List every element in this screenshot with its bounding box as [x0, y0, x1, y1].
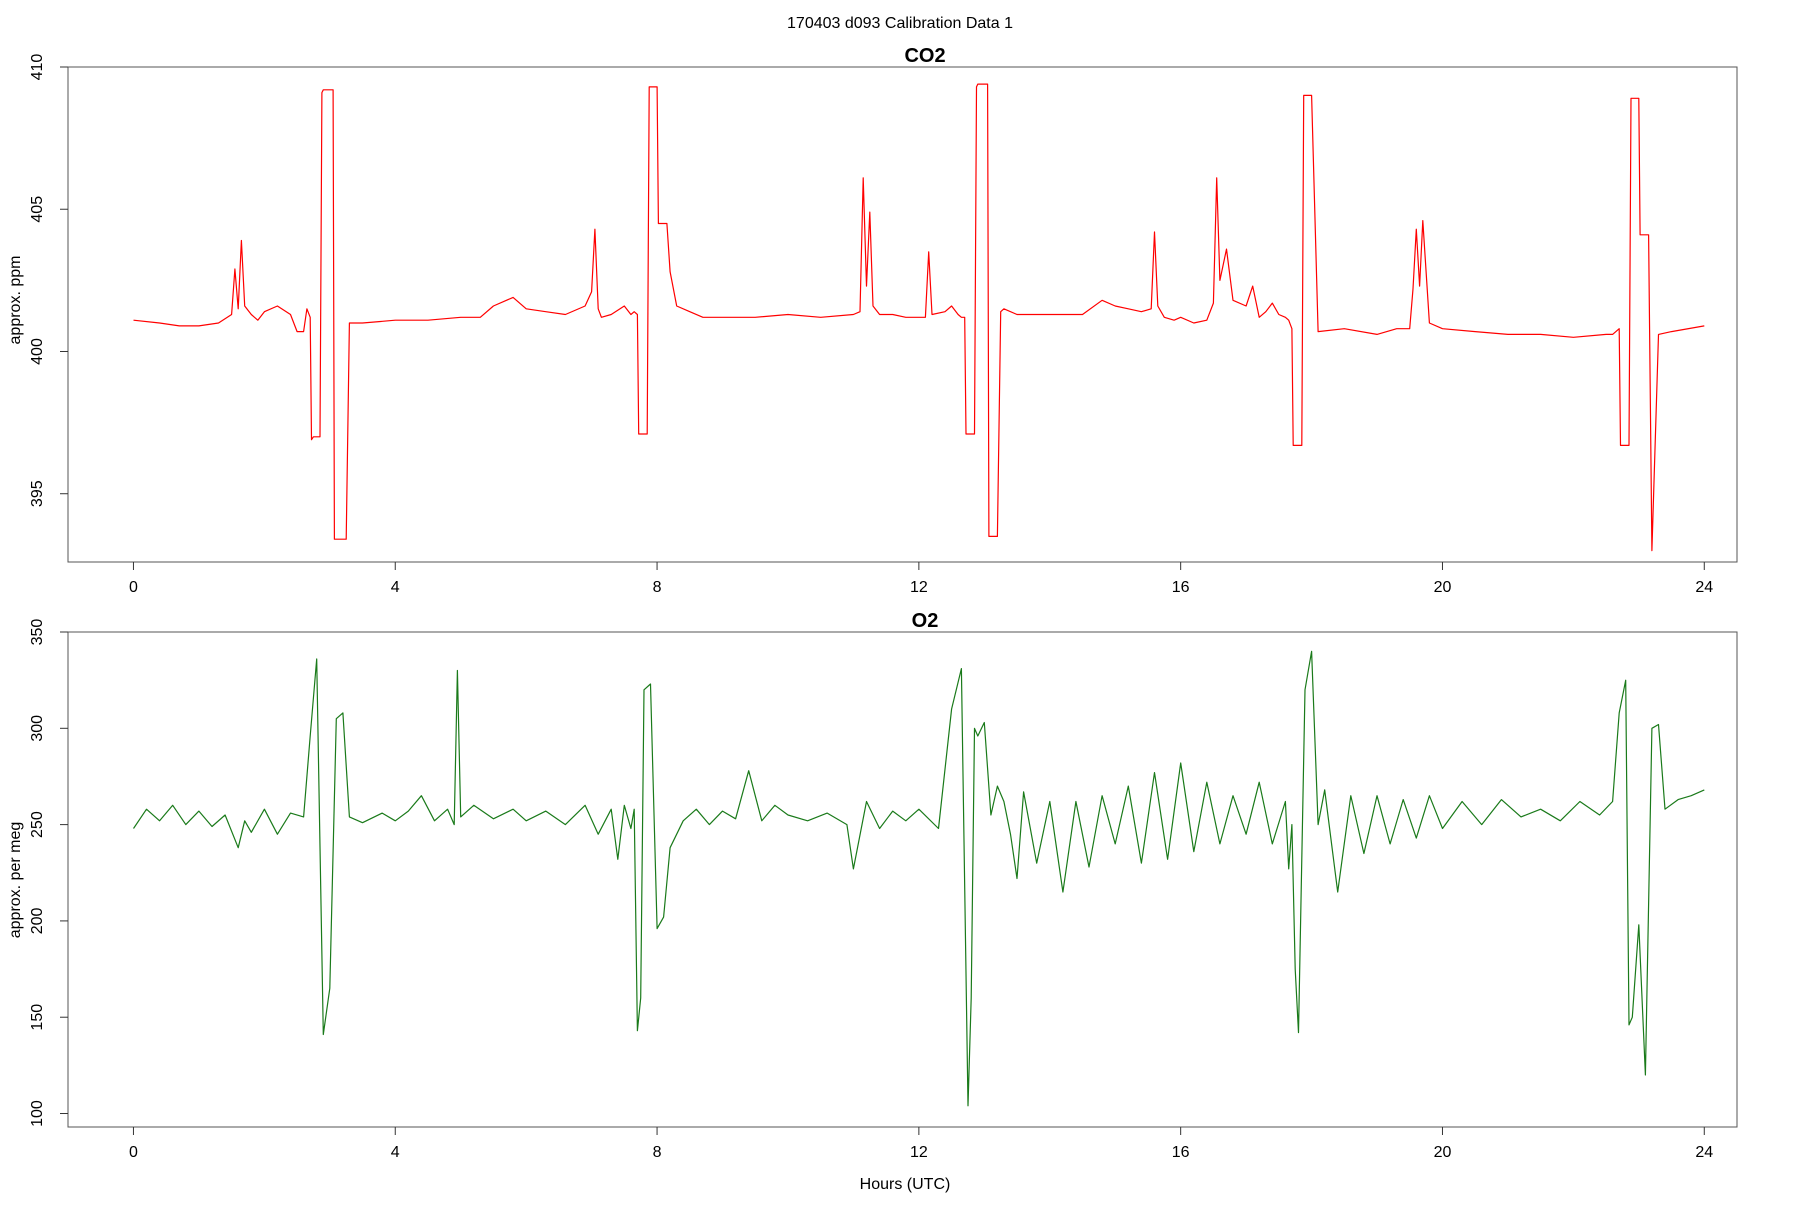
o2-y-tick-label: 200 [29, 907, 46, 934]
co2-x-tick-label: 0 [129, 579, 138, 596]
o2-x-tick-label: 24 [1695, 1144, 1713, 1161]
o2-panel-title: O2 [912, 610, 939, 632]
co2-y-tick-label: 405 [29, 196, 46, 223]
o2-x-axis-title: Hours (UTC) [860, 1176, 951, 1193]
co2-panel-title: CO2 [904, 45, 945, 67]
co2-plot-frame [67, 66, 1738, 563]
o2-x-tick-label: 20 [1434, 1144, 1452, 1161]
co2-series [133, 83, 1705, 552]
o2-panel: O2 approx. per meg Hours (UTC) 0 4 8 12 16 20… [7, 610, 1738, 1193]
o2-x-tick-label: 0 [129, 1144, 138, 1161]
co2-y-tick-label: 410 [29, 54, 46, 81]
co2-x-tick-label: 4 [391, 579, 400, 596]
o2-x-tick-label: 4 [391, 1144, 400, 1161]
co2-axes: 0 4 8 12 16 20 24 395 400 405 410 [29, 54, 1713, 596]
o2-y-tick-label: 250 [29, 811, 46, 838]
co2-series-line [133, 83, 1705, 552]
o2-x-tick-label: 8 [653, 1144, 662, 1161]
o2-x-tick-label: 16 [1172, 1144, 1190, 1161]
o2-y-tick-label: 150 [29, 1004, 46, 1031]
o2-axes: 0 4 8 12 16 20 24 100 150 200 250 300 350 [29, 619, 1713, 1161]
figure-title: 170403 d093 Calibration Data 1 [787, 15, 1013, 32]
co2-y-tick-label: 395 [29, 480, 46, 507]
o2-y-axis-title: approx. per meg [7, 822, 24, 939]
co2-y-axis-title: approx. ppm [7, 256, 24, 345]
co2-y-tick-label: 400 [29, 338, 46, 365]
o2-plot-frame [67, 631, 1738, 1128]
o2-y-tick-label: 300 [29, 715, 46, 742]
o2-series [133, 650, 1705, 1107]
co2-x-tick-label: 12 [910, 579, 928, 596]
o2-x-tick-label: 12 [910, 1144, 928, 1161]
o2-y-tick-label: 350 [29, 619, 46, 646]
co2-x-tick-label: 20 [1434, 579, 1452, 596]
co2-x-tick-label: 24 [1695, 579, 1713, 596]
o2-series-line [133, 650, 1705, 1107]
co2-x-tick-label: 8 [653, 579, 662, 596]
co2-panel: CO2 approx. ppm 0 4 8 12 16 20 24 395 400 405 410 [7, 45, 1738, 596]
o2-y-tick-label: 100 [29, 1100, 46, 1127]
co2-x-tick-label: 16 [1172, 579, 1190, 596]
